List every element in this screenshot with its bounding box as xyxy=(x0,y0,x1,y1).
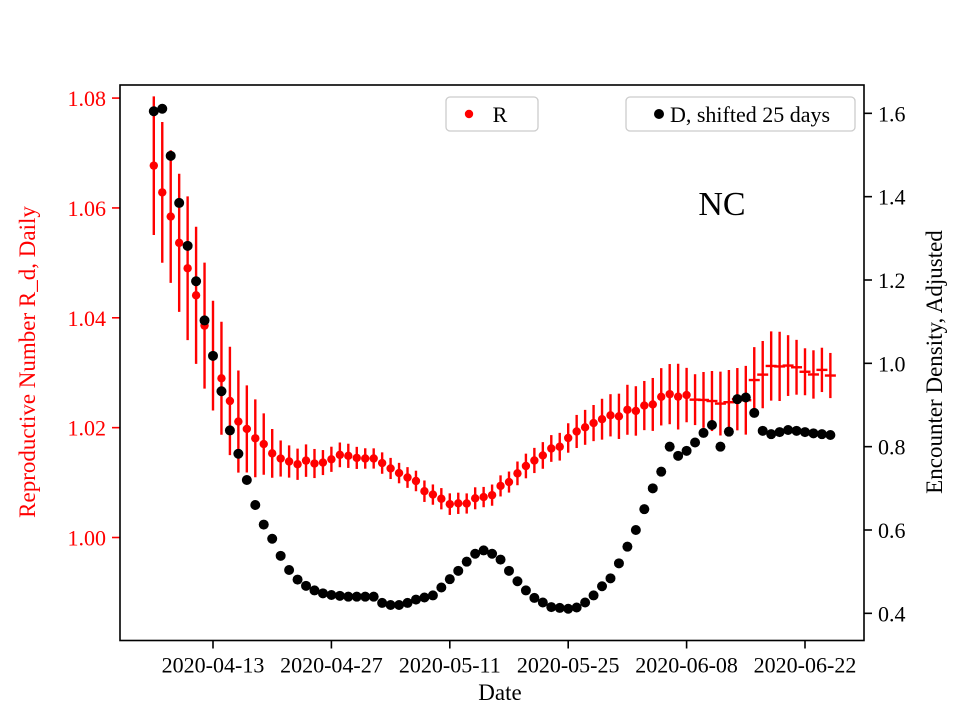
svg-text:2020-05-11: 2020-05-11 xyxy=(399,653,501,678)
svg-text:0.4: 0.4 xyxy=(878,601,906,626)
svg-text:D, shifted 25 days: D, shifted 25 days xyxy=(670,102,830,127)
svg-text:0.8: 0.8 xyxy=(878,435,906,460)
svg-text:1.0: 1.0 xyxy=(878,351,906,376)
svg-text:Encounter Density, Adjusted: Encounter Density, Adjusted xyxy=(922,230,947,494)
svg-text:R: R xyxy=(493,102,508,127)
svg-text:1.04: 1.04 xyxy=(68,306,107,331)
svg-text:2020-04-27: 2020-04-27 xyxy=(280,653,383,678)
svg-text:1.02: 1.02 xyxy=(68,416,107,441)
svg-text:0.6: 0.6 xyxy=(878,518,906,543)
svg-text:Reproductive Number R_d, Daily: Reproductive Number R_d, Daily xyxy=(15,206,40,518)
svg-text:1.6: 1.6 xyxy=(878,101,906,126)
svg-text:1.00: 1.00 xyxy=(68,526,107,551)
svg-text:2020-06-08: 2020-06-08 xyxy=(635,653,738,678)
svg-text:1.06: 1.06 xyxy=(68,196,107,221)
svg-text:2020-06-22: 2020-06-22 xyxy=(754,653,857,678)
svg-text:2020-04-13: 2020-04-13 xyxy=(162,653,265,678)
svg-text:1.4: 1.4 xyxy=(878,185,906,210)
svg-text:2020-05-25: 2020-05-25 xyxy=(517,653,620,678)
svg-text:Date: Date xyxy=(478,680,521,705)
svg-text:NC: NC xyxy=(698,186,745,223)
svg-text:1.08: 1.08 xyxy=(68,86,107,111)
svg-text:1.2: 1.2 xyxy=(878,268,906,293)
